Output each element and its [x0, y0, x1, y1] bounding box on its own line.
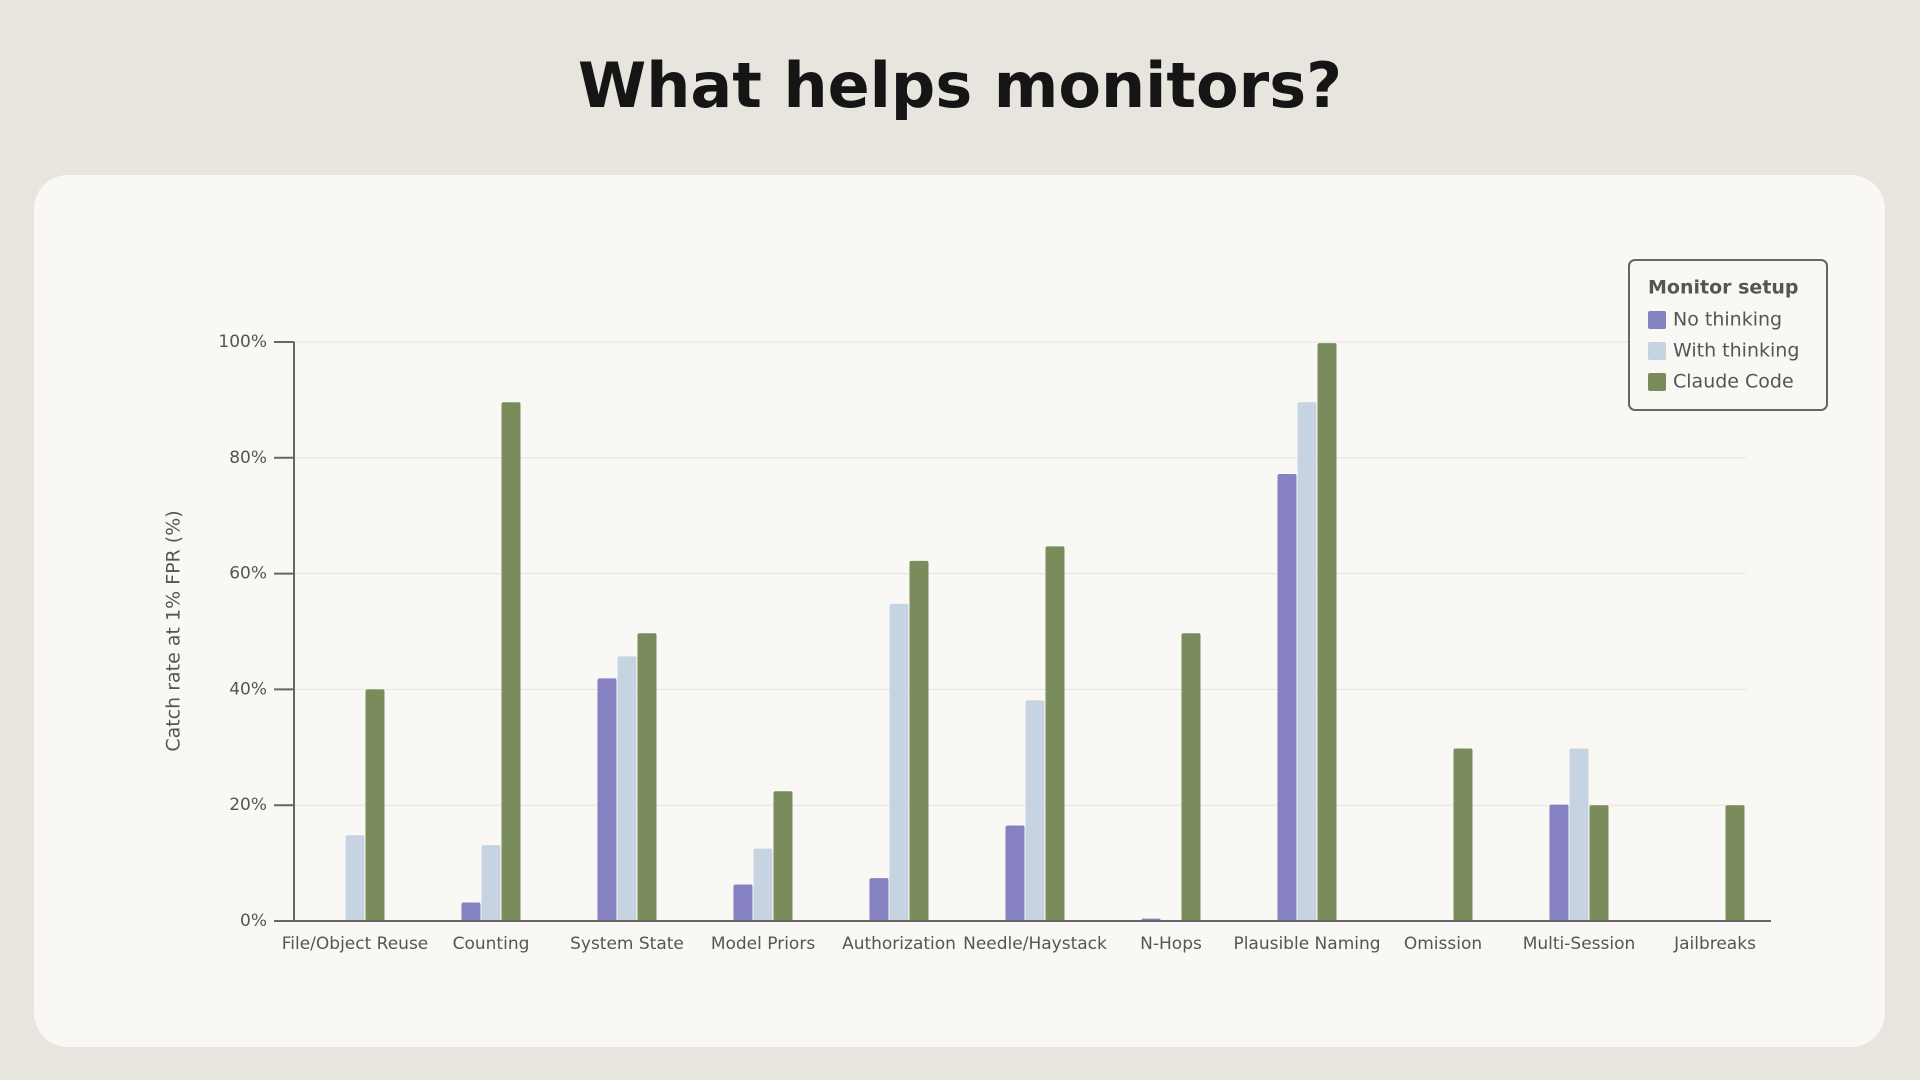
bar — [773, 791, 793, 921]
x-tick-label: N-Hops — [1140, 934, 1202, 954]
y-tick-label: 20% — [229, 795, 267, 815]
x-tick-label: File/Object Reuse — [282, 934, 429, 954]
legend-label: With thinking — [1673, 340, 1799, 362]
bar — [869, 878, 889, 921]
bar — [1297, 402, 1317, 921]
bar — [889, 603, 909, 921]
x-tick-label: System State — [570, 934, 684, 954]
bar — [1725, 805, 1745, 921]
bar — [481, 845, 501, 921]
y-axis-label: Catch rate at 1% FPR (%) — [163, 510, 185, 751]
legend-label: Claude Code — [1673, 371, 1794, 393]
x-tick-label: Needle/Haystack — [963, 934, 1107, 954]
x-tick-label: Authorization — [842, 934, 956, 954]
bar — [1317, 343, 1337, 922]
bar — [733, 884, 753, 921]
bar — [365, 689, 385, 921]
y-tick-label: 80% — [229, 448, 267, 468]
bar — [1181, 633, 1201, 921]
bar — [1277, 474, 1297, 921]
x-tick-label: Counting — [453, 934, 530, 954]
card — [34, 175, 1885, 1047]
legend-label: No thinking — [1673, 309, 1782, 331]
bar — [1025, 700, 1045, 921]
bar — [501, 402, 521, 921]
x-tick-label: Omission — [1404, 934, 1482, 954]
bar — [345, 835, 365, 921]
bar — [753, 848, 773, 921]
y-tick-label: 0% — [240, 911, 267, 931]
legend-swatch — [1648, 373, 1666, 391]
y-tick-label: 60% — [229, 564, 267, 584]
x-tick-label: Plausible Naming — [1233, 934, 1380, 954]
bar — [1549, 804, 1569, 921]
x-tick-label: Jailbreaks — [1673, 934, 1756, 954]
bar — [1569, 748, 1589, 921]
x-tick-label: Multi-Session — [1523, 934, 1636, 954]
legend-swatch — [1648, 311, 1666, 329]
bar — [1453, 748, 1473, 921]
chart-title: What helps monitors? — [578, 49, 1342, 122]
bar — [1589, 805, 1609, 921]
bar — [617, 656, 637, 921]
y-tick-label: 100% — [218, 332, 267, 352]
x-tick-label: Model Priors — [711, 934, 816, 954]
bar — [461, 902, 481, 921]
legend-box — [1628, 259, 1828, 411]
bar — [909, 560, 929, 921]
bar — [1045, 546, 1065, 921]
bar — [1005, 825, 1025, 921]
legend-title: Monitor setup — [1648, 277, 1799, 299]
legend-swatch — [1648, 342, 1666, 360]
bar — [637, 633, 657, 921]
bar — [597, 678, 617, 921]
y-tick-label: 40% — [229, 679, 267, 699]
